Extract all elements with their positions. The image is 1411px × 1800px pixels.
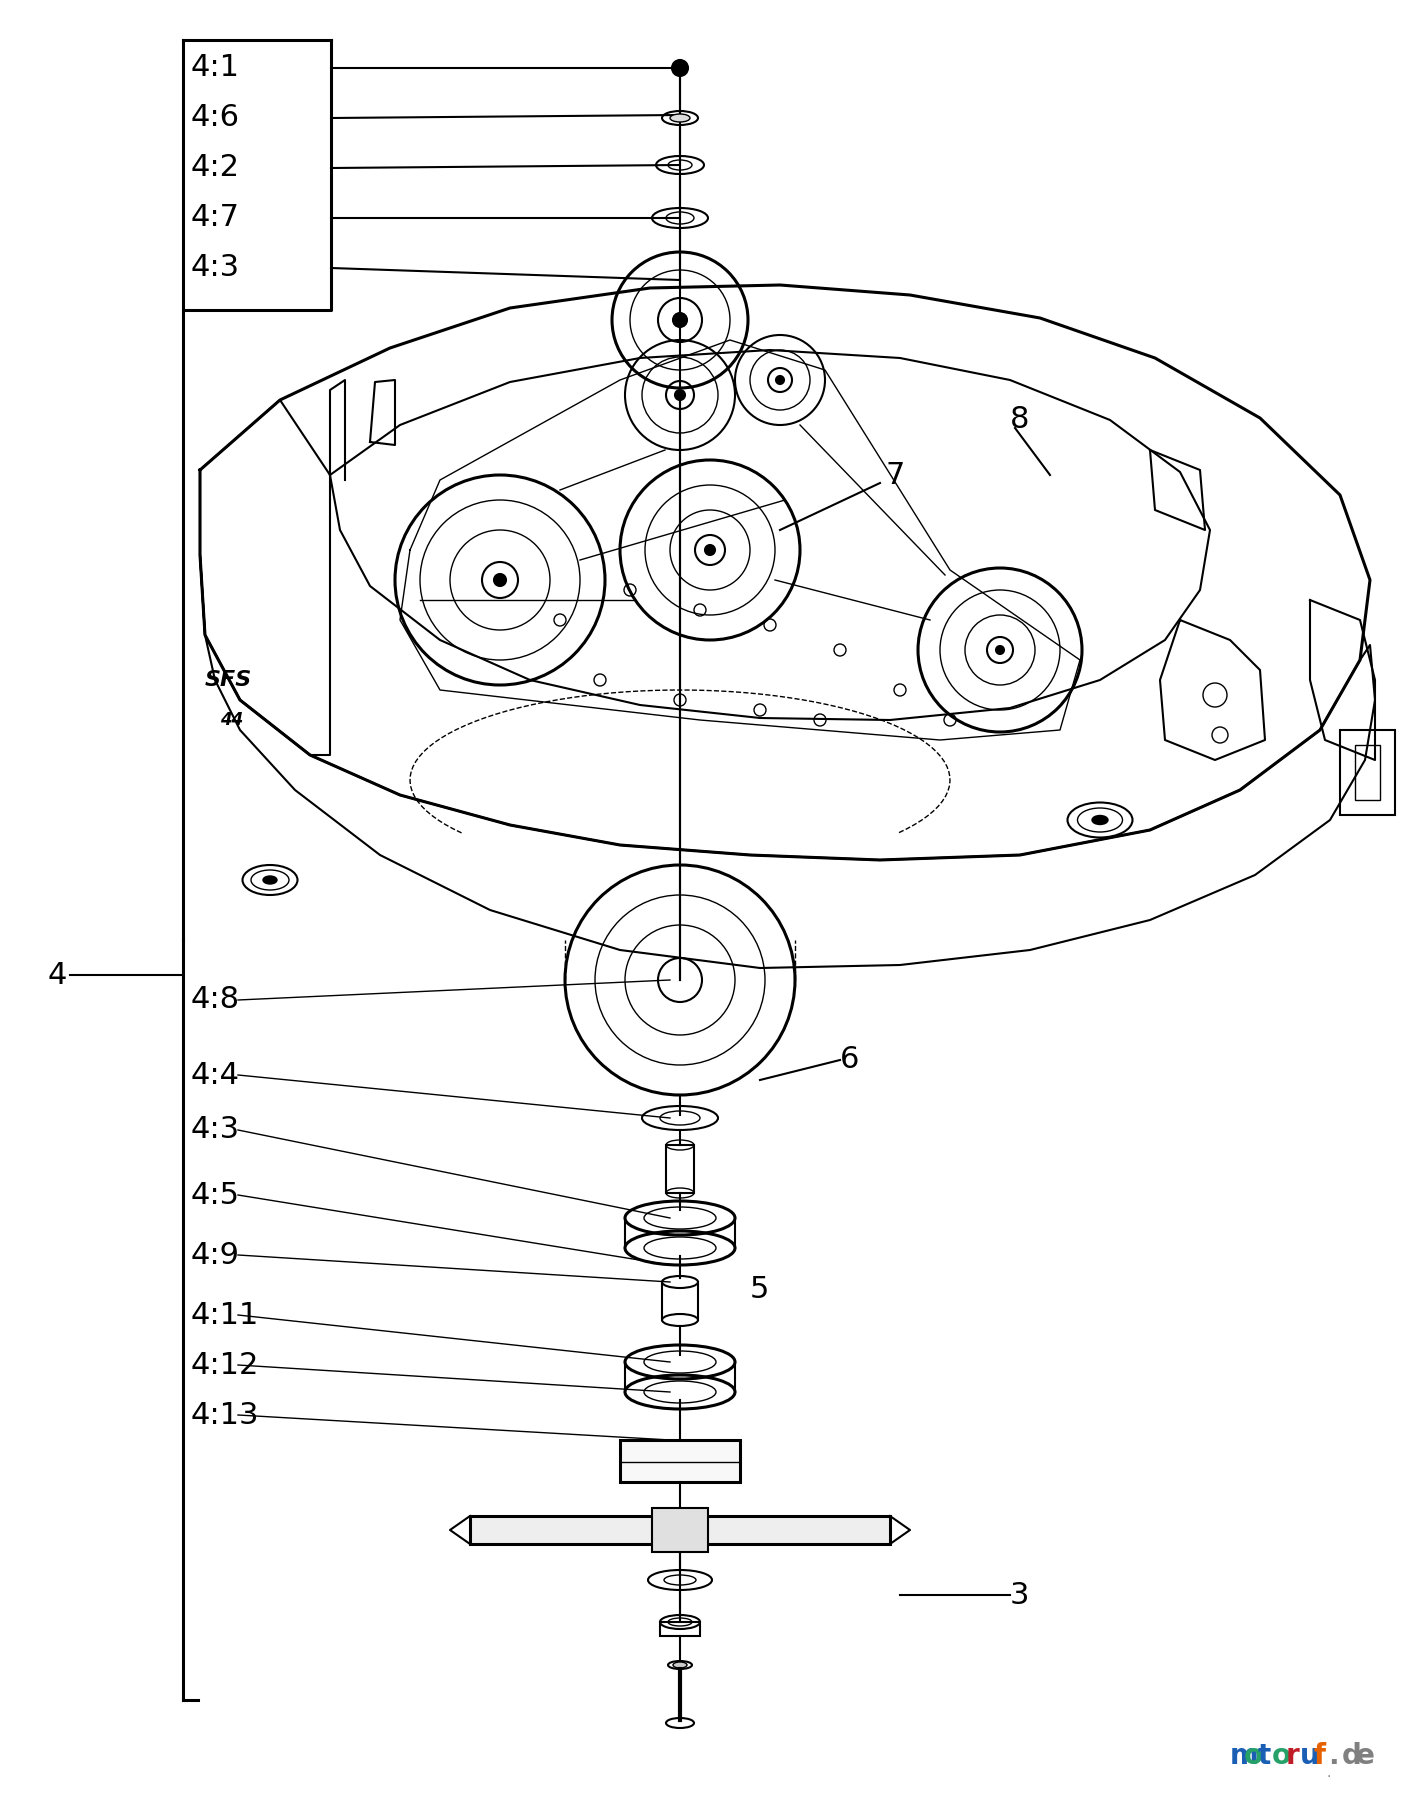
Text: 6: 6 [840,1046,859,1075]
Text: 3: 3 [1010,1580,1030,1609]
Text: o: o [1271,1742,1291,1769]
Ellipse shape [262,877,277,884]
Text: o: o [1245,1742,1263,1769]
Circle shape [672,59,689,76]
Text: 4:13: 4:13 [190,1400,260,1429]
Text: 4:5: 4:5 [190,1181,240,1210]
Circle shape [673,313,687,328]
Text: 4:8: 4:8 [190,986,240,1015]
Bar [470,1516,890,1544]
Bar [1340,731,1395,815]
Bar [666,1145,694,1193]
Text: 4:7: 4:7 [190,203,240,232]
Text: m: m [1230,1742,1259,1769]
Circle shape [706,545,715,554]
Circle shape [996,646,1005,653]
Text: 4:12: 4:12 [190,1350,260,1379]
Text: .: . [1328,1742,1339,1769]
Text: f: f [1314,1742,1326,1769]
Text: 4:1: 4:1 [190,54,240,83]
Text: SFS: SFS [205,670,253,689]
Text: u: u [1300,1742,1319,1769]
Circle shape [776,376,785,383]
Text: 4:2: 4:2 [190,153,240,182]
Text: 4:11: 4:11 [190,1300,260,1330]
Text: 44: 44 [220,711,243,729]
Text: 4: 4 [48,961,68,990]
Text: 5: 5 [751,1276,769,1305]
Text: 8: 8 [1010,405,1030,434]
Text: ·: · [1326,1769,1331,1784]
Text: 7: 7 [885,461,904,490]
Bar [660,1622,700,1636]
Text: e: e [1356,1742,1374,1769]
Bar [652,1508,708,1552]
Text: d: d [1342,1742,1362,1769]
Text: 4:9: 4:9 [190,1240,240,1269]
Text: 4:3: 4:3 [190,254,240,283]
Text: 4:3: 4:3 [190,1116,240,1145]
Bar [1355,745,1380,799]
Text: 4:6: 4:6 [190,103,240,133]
Ellipse shape [1092,815,1108,824]
Text: t: t [1259,1742,1271,1769]
Ellipse shape [670,113,690,122]
Bar [619,1440,739,1481]
Text: 4:4: 4:4 [190,1060,240,1089]
Circle shape [494,574,507,587]
Text: r: r [1285,1742,1300,1769]
Ellipse shape [673,1661,687,1669]
Circle shape [674,391,684,400]
